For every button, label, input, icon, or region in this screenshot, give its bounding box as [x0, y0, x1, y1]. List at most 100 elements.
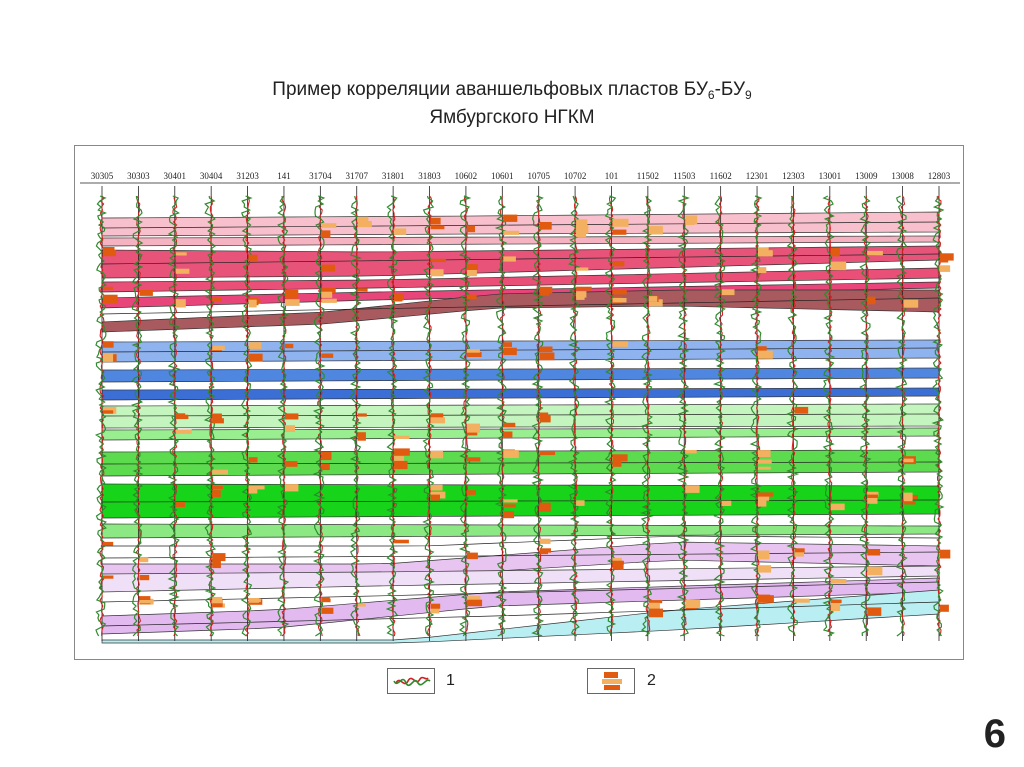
well-30404 [203, 186, 228, 641]
interval-marker [285, 425, 295, 432]
correlation-diagram-frame: 30305 30303 30401 30404 31203 141 31704 31707 31… [74, 145, 964, 660]
correlation-line [101, 297, 940, 315]
interval-marker [466, 599, 483, 607]
well-label-10602: 10602 [455, 171, 478, 181]
interval-marker [321, 223, 337, 228]
interval-marker [612, 560, 624, 570]
interval-marker [685, 599, 701, 608]
interval-marker [285, 299, 300, 306]
interval-marker [103, 353, 114, 362]
log-curve-red [244, 195, 251, 637]
log-curve-green [785, 195, 800, 637]
well-31707 [349, 186, 372, 641]
log-curve-icon [393, 676, 431, 687]
interval-marker [321, 597, 330, 602]
layer-blue-dark [101, 387, 940, 401]
log-curve-red [717, 195, 724, 637]
interval-marker [430, 269, 444, 277]
interval-marker [321, 353, 334, 358]
well-label-13009: 13009 [855, 171, 878, 181]
legend-log-swatch [387, 668, 435, 694]
interval-marker [139, 575, 150, 581]
interval-marker [321, 298, 337, 303]
interval-marker [175, 429, 192, 434]
interval-marker [830, 503, 845, 511]
interval-marker [103, 294, 118, 304]
interval-marker [357, 413, 367, 417]
interval-bars-icon [602, 672, 622, 690]
interval-marker [903, 299, 919, 308]
interval-marker [285, 289, 299, 299]
interval-marker [903, 458, 914, 463]
interval-marker [321, 264, 336, 272]
interval-marker [212, 469, 228, 475]
well-label-10601: 10601 [491, 171, 513, 181]
interval-marker [867, 497, 878, 504]
interval-marker [212, 296, 222, 302]
interval-marker [430, 258, 446, 263]
log-curve-red [99, 195, 105, 636]
log-curve-green [894, 195, 908, 637]
interval-marker [685, 215, 698, 225]
log-curve-green [422, 195, 436, 637]
interval-marker [430, 606, 440, 614]
well-10702 [567, 186, 592, 641]
well-31704 [312, 186, 337, 641]
interval-marker [430, 450, 443, 459]
well-30401 [167, 186, 192, 641]
log-curve-green [385, 195, 399, 637]
log-curve-red [208, 195, 214, 637]
log-curve-green [240, 195, 253, 637]
interval-marker [248, 254, 258, 261]
interval-marker [612, 229, 627, 235]
interval-marker [903, 492, 913, 502]
log-curve-green [640, 195, 654, 637]
log-curve-green [458, 195, 472, 637]
interval-marker [539, 451, 556, 456]
well-label-10702: 10702 [564, 171, 587, 181]
interval-marker [794, 548, 805, 553]
interval-marker [503, 511, 515, 519]
interval-marker [503, 216, 513, 220]
interval-marker [139, 600, 154, 604]
interval-marker [248, 353, 263, 362]
well-11602 [712, 186, 735, 641]
interval-marker [357, 221, 372, 228]
correlation-line [101, 581, 940, 603]
interval-marker [321, 287, 336, 294]
interval-marker [758, 550, 770, 560]
interval-marker [321, 230, 331, 238]
interval-marker [503, 450, 519, 458]
well-label-13008: 13008 [891, 171, 914, 181]
interval-marker [830, 579, 847, 584]
well-31803 [422, 186, 446, 641]
interval-marker [175, 413, 186, 419]
interval-marker [466, 264, 478, 270]
interval-marker [430, 603, 441, 609]
interval-marker [103, 286, 113, 290]
well-12303 [785, 186, 810, 641]
interval-marker [466, 423, 480, 433]
interval-marker [758, 350, 773, 359]
interval-marker [285, 343, 294, 349]
well-label-11503: 11503 [673, 171, 696, 181]
log-curve-green [349, 195, 362, 637]
interval-marker [758, 495, 770, 501]
well-30305 [94, 186, 118, 641]
correlation-line [101, 347, 940, 353]
interval-marker [685, 450, 697, 454]
interval-marker [394, 456, 405, 461]
interval-marker [648, 299, 663, 307]
interval-marker [503, 504, 516, 508]
interval-marker [539, 286, 553, 294]
correlation-line [102, 535, 940, 547]
interval-marker [321, 463, 330, 471]
interval-marker [830, 599, 842, 604]
layer-blue-light [101, 339, 940, 363]
interval-marker [758, 267, 767, 274]
interval-marker [103, 341, 114, 348]
interval-marker [685, 485, 700, 493]
layer-blue-mid [101, 367, 940, 383]
correlation-line [101, 499, 940, 503]
well-label-31707: 31707 [345, 171, 368, 181]
